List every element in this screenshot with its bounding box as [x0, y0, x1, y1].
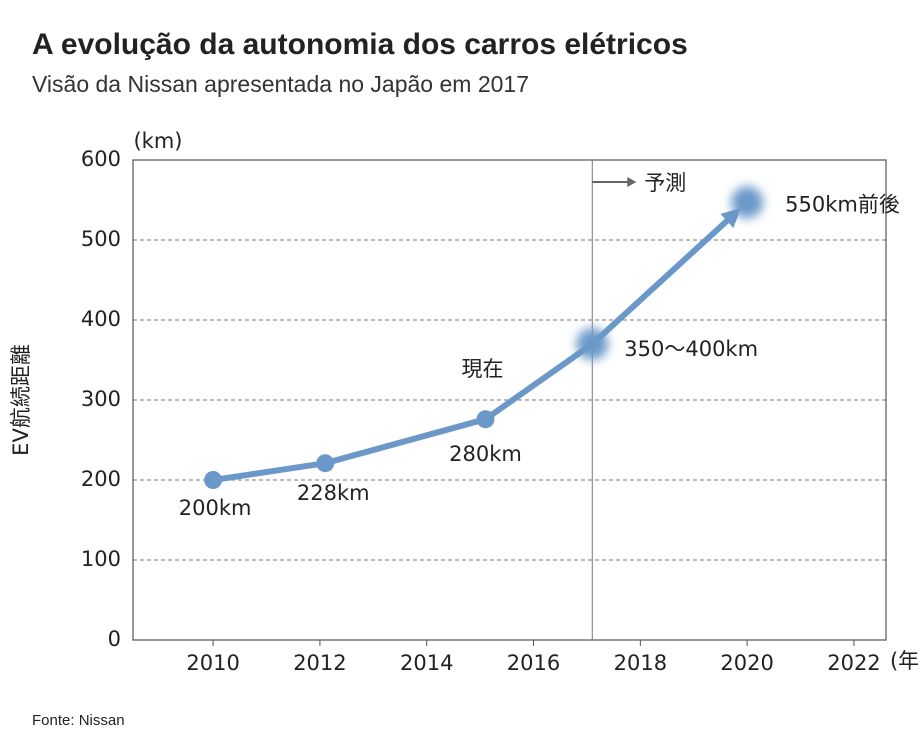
y-tick-label: 300	[81, 387, 121, 411]
forecast-label: 予測	[644, 171, 686, 195]
y-tick-label: 400	[81, 307, 121, 331]
point-annotation: 550km前後	[785, 192, 900, 216]
chart-title: A evolução da autonomia dos carros elétr…	[32, 28, 688, 61]
x-tick-label: 2022	[827, 651, 880, 675]
point-annotation: 350～400km	[624, 337, 758, 361]
y-tick-label: 100	[81, 547, 121, 571]
x-tick-label: 2010	[186, 651, 239, 675]
x-unit: (年)	[890, 649, 918, 673]
x-tick-label: 2012	[293, 651, 346, 675]
y-axis-label: EV航続距離	[9, 344, 33, 456]
y-tick-label: 0	[108, 627, 121, 651]
point-annotation: 280km	[449, 442, 522, 466]
data-point	[476, 410, 495, 429]
plot-frame	[132, 159, 887, 641]
data-point	[576, 328, 609, 360]
chart-subtitle: Visão da Nissan apresentada no Japão em …	[32, 71, 529, 97]
point-annotation: 228km	[297, 481, 370, 505]
source: Fonte: Nissan	[32, 712, 125, 729]
present-label: 現在	[461, 357, 503, 381]
x-tick-label: 2018	[614, 651, 667, 675]
data-point	[204, 471, 223, 489]
y-tick-label: 200	[81, 467, 121, 491]
point-annotation: 200km	[179, 496, 252, 520]
forecast-arrowhead	[627, 177, 637, 187]
x-tick-label: 2020	[720, 651, 773, 675]
x-tick-label: 2014	[400, 651, 453, 675]
data-point	[316, 454, 335, 473]
x-tick-label: 2016	[507, 651, 560, 675]
y-tick-label: 500	[81, 227, 121, 251]
y-tick-label: 600	[81, 147, 121, 171]
y-unit: (km)	[133, 129, 182, 153]
data-point	[731, 186, 764, 219]
